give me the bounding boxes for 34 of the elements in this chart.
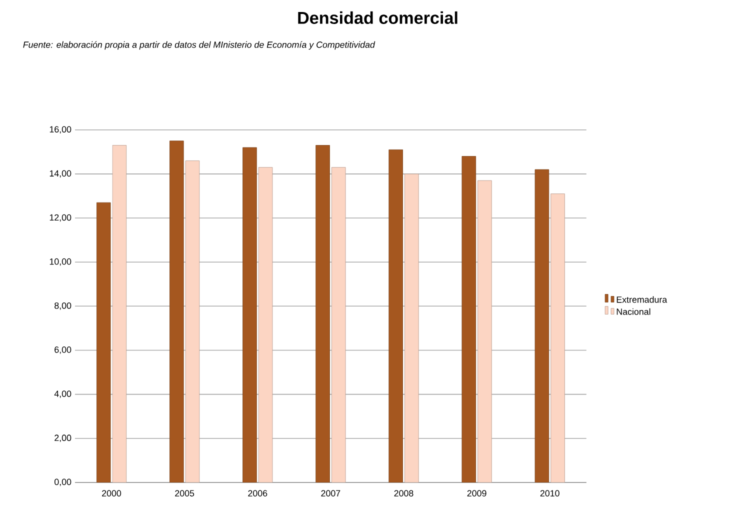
bar: [258, 167, 273, 482]
bar: [462, 156, 476, 482]
bar: [316, 144, 330, 482]
bar: [534, 169, 550, 482]
y-tick-label: 12,00: [50, 214, 72, 222]
y-tick-label: 14,00: [50, 170, 72, 178]
x-tick-label: 2005: [175, 490, 194, 496]
bar: [185, 160, 200, 482]
bar: [112, 144, 127, 482]
bar: [404, 174, 419, 482]
x-tick-label: 2010: [540, 490, 560, 496]
y-tick-label: 4,00: [54, 390, 72, 398]
legend-label: Extremadura: [616, 296, 668, 303]
y-tick-label: 10,00: [50, 258, 72, 266]
y-tick-label: 2,00: [54, 434, 72, 442]
y-tick-label: 0,00: [54, 478, 72, 486]
y-tick-label: 16,00: [50, 126, 72, 134]
x-tick-label: 2006: [248, 490, 268, 496]
x-tick-label: 2000: [102, 490, 122, 496]
y-tick-label: 8,00: [54, 302, 72, 310]
x-tick-label: 2009: [467, 490, 486, 496]
bar: [242, 147, 257, 482]
x-tick-label: 2007: [321, 490, 340, 496]
chart-subtitle: Fuente: elaboración propia a partir de datos del MInisterio de Economía y Competitividad: [23, 41, 376, 50]
bar: [388, 149, 403, 482]
legend-label: Nacional: [616, 308, 650, 315]
bar: [478, 180, 492, 482]
bar: [96, 202, 111, 482]
bar: [170, 140, 184, 482]
chart-title: Densidad comercial: [298, 11, 458, 24]
bar: [550, 193, 565, 482]
y-tick-label: 6,00: [54, 346, 72, 354]
x-tick-label: 2008: [394, 490, 414, 496]
bar: [331, 167, 346, 482]
